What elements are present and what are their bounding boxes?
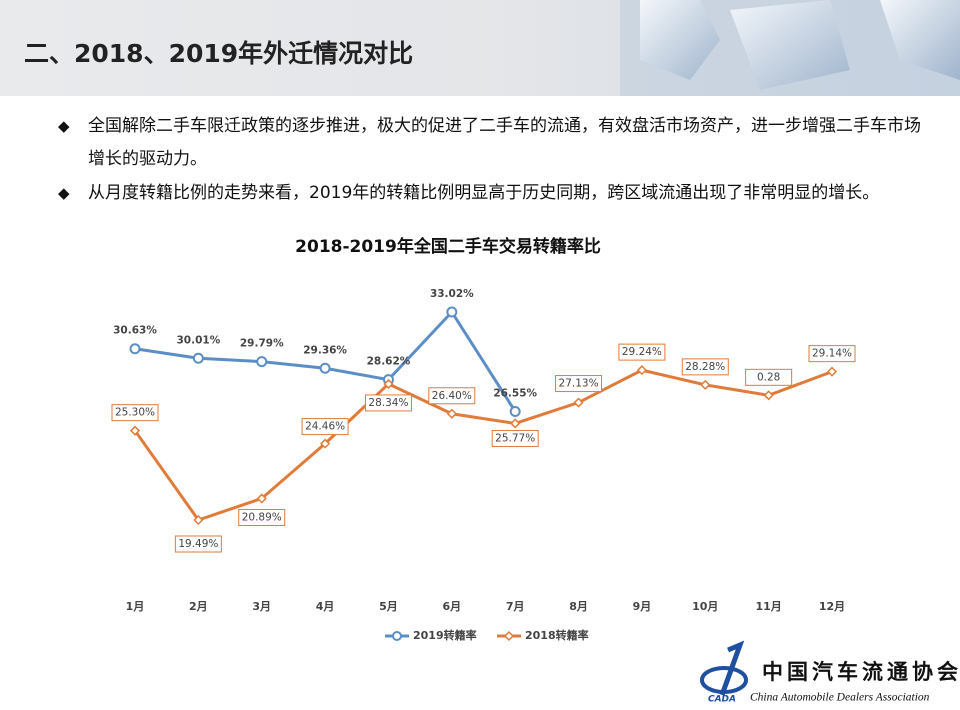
series-line bbox=[133, 368, 833, 522]
logo-abbr: CADA bbox=[708, 695, 736, 705]
point bbox=[193, 514, 204, 526]
point bbox=[320, 438, 331, 449]
point bbox=[763, 390, 774, 401]
logo-subtitle: China Automobile Dealers Association bbox=[750, 692, 930, 704]
logo-emblem bbox=[719, 640, 745, 696]
data-label: 26.55% bbox=[493, 387, 537, 399]
point bbox=[192, 352, 204, 364]
data-label: 20.89% bbox=[242, 511, 282, 523]
data-label: 0.28 bbox=[757, 371, 780, 383]
bullet: ◆ 从月度转籍比例的走势来看，2019年的转籍比例明显高于历史同期，跨区域流通出现… bbox=[58, 177, 928, 210]
bullet-text: 全国解除二手车限迁政策的逐步推进，极大的促进了二手车的流通，有效盘活市场资产，进… bbox=[88, 116, 921, 169]
cube bbox=[640, 0, 720, 80]
chart-title: 2018-2019年全国二手车交易转籍率比 bbox=[295, 236, 601, 257]
data-label: 24.46% bbox=[305, 421, 345, 433]
data-label: 29.24% bbox=[622, 346, 662, 358]
data-label-box bbox=[555, 375, 603, 393]
data-label: 25.77% bbox=[495, 432, 535, 444]
data-label: 26.40% bbox=[432, 390, 472, 402]
legend-label: 2018转籍率 bbox=[525, 628, 589, 642]
data-label-box bbox=[174, 535, 222, 553]
slide-title: 二、2018、2019年外迁情况对比 bbox=[24, 39, 413, 68]
data-label: 19.49% bbox=[178, 538, 218, 550]
data-label-box bbox=[364, 394, 412, 412]
point bbox=[319, 362, 331, 374]
data-label-box bbox=[745, 368, 793, 386]
data-label: 30.63% bbox=[113, 325, 157, 337]
data-label-box bbox=[301, 418, 349, 436]
data-label-box bbox=[428, 387, 476, 405]
data-label-box bbox=[681, 358, 729, 376]
point bbox=[510, 418, 521, 429]
point bbox=[636, 365, 647, 376]
legend-marker bbox=[503, 630, 515, 642]
data-label: 25.30% bbox=[115, 407, 155, 419]
data-label: 29.36% bbox=[303, 344, 347, 356]
point bbox=[509, 405, 521, 417]
x-tick-label: 9月 bbox=[633, 600, 652, 613]
point bbox=[826, 366, 838, 377]
data-label-box bbox=[808, 345, 856, 363]
x-tick-label: 1月 bbox=[126, 600, 145, 613]
data-label-box bbox=[618, 343, 666, 361]
point bbox=[700, 379, 711, 390]
x-tick-label: 11月 bbox=[755, 600, 781, 613]
data-label-box bbox=[238, 508, 286, 526]
bullet-marker: ◆ bbox=[58, 117, 70, 135]
bullet-marker: ◆ bbox=[58, 184, 70, 202]
logo-name: 中国汽车流通协会 bbox=[762, 660, 960, 684]
cube bbox=[880, 0, 960, 80]
bullet-text: 从月度转籍比例的走势来看，2019年的转籍比例明显高于历史同期，跨区域流通出现了… bbox=[88, 183, 880, 203]
logo: CADA 中国汽车流通协会 China Automobile Dealers A… bbox=[700, 640, 960, 705]
point bbox=[573, 397, 584, 408]
point bbox=[446, 408, 457, 419]
legend-marker bbox=[392, 631, 402, 641]
legend-label: 2019转籍率 bbox=[413, 628, 477, 642]
point bbox=[129, 425, 141, 436]
x-tick-label: 7月 bbox=[506, 600, 525, 613]
point bbox=[256, 493, 267, 504]
data-label: 29.14% bbox=[812, 348, 852, 360]
point bbox=[129, 343, 141, 355]
data-label: 27.13% bbox=[559, 378, 599, 390]
data-label: 28.34% bbox=[368, 397, 408, 409]
x-tick-label: 5月 bbox=[379, 600, 398, 613]
point bbox=[256, 356, 268, 368]
cube bbox=[730, 0, 850, 90]
x-tick-label: 8月 bbox=[569, 600, 588, 613]
x-tick-label: 12月 bbox=[819, 600, 845, 613]
data-label: 28.62% bbox=[367, 356, 411, 368]
data-label: 29.79% bbox=[240, 338, 284, 350]
point bbox=[383, 378, 394, 390]
x-tick-label: 3月 bbox=[252, 600, 271, 613]
x-tick-label: 6月 bbox=[442, 600, 461, 613]
data-label-box bbox=[491, 429, 539, 447]
data-label: 30.01% bbox=[176, 334, 220, 346]
bullet: ◆ 全国解除二手车限迁政策的逐步推进，极大的促进了二手车的流通，有效盘活市场资产，… bbox=[58, 110, 928, 176]
point bbox=[446, 306, 458, 318]
data-label-box bbox=[111, 404, 159, 422]
x-tick-label: 10月 bbox=[692, 600, 718, 613]
data-label: 28.28% bbox=[685, 361, 725, 373]
x-tick-label: 4月 bbox=[316, 600, 335, 613]
data-label: 33.02% bbox=[430, 288, 474, 300]
x-tick-label: 2月 bbox=[189, 600, 208, 613]
